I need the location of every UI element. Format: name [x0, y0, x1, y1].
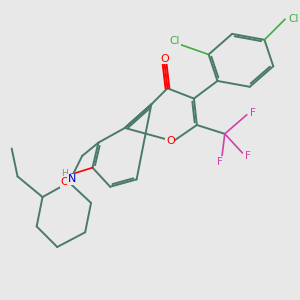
Text: Cl: Cl: [289, 14, 299, 24]
Text: F: F: [218, 157, 223, 167]
Text: F: F: [250, 108, 256, 118]
Text: O: O: [160, 54, 169, 64]
Text: Cl: Cl: [169, 36, 180, 46]
Text: O: O: [60, 177, 69, 187]
Text: O: O: [166, 136, 175, 146]
Text: H: H: [61, 169, 68, 178]
Text: F: F: [245, 151, 250, 161]
Text: N: N: [68, 174, 76, 184]
